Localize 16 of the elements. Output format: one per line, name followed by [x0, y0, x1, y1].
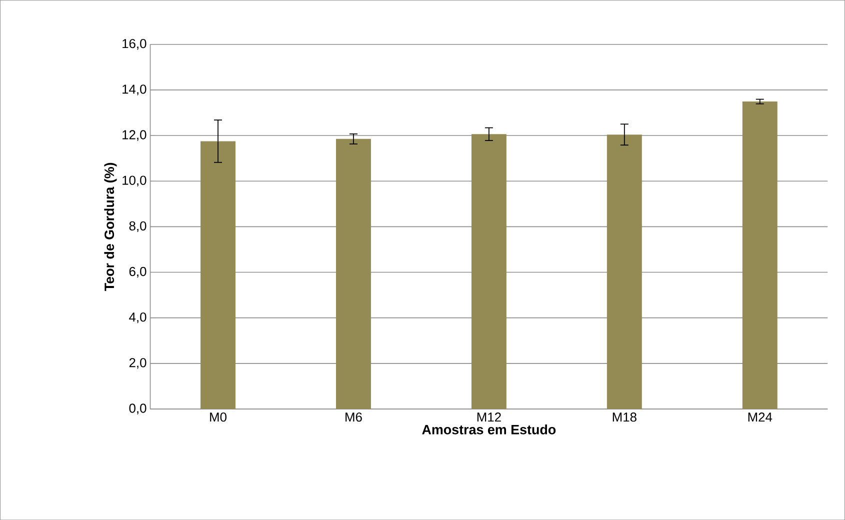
x-tick-label: M18	[612, 412, 636, 422]
y-tick-label: 2,0	[129, 358, 146, 369]
y-tick-label: 0,0	[129, 404, 146, 414]
y-tick-label: 10,0	[122, 176, 146, 186]
y-tick-label: 14,0	[122, 84, 146, 96]
x-tick-label: M24	[748, 412, 772, 422]
y-tick-label: 4,0	[129, 312, 146, 324]
y-tick-label: 16,0	[122, 38, 146, 50]
y-tick-label: 12,0	[122, 130, 146, 141]
y-axis-title: Teor de Gordura (%)	[104, 162, 117, 291]
y-tick-label: 8,0	[129, 221, 146, 232]
x-tick-label: M12	[477, 412, 501, 422]
x-tick-label: M6	[346, 412, 362, 422]
y-tick-label: 6,0	[129, 266, 146, 278]
x-axis-title: Amostras em Estudo	[422, 424, 556, 434]
x-tick-label: M0	[210, 412, 226, 422]
